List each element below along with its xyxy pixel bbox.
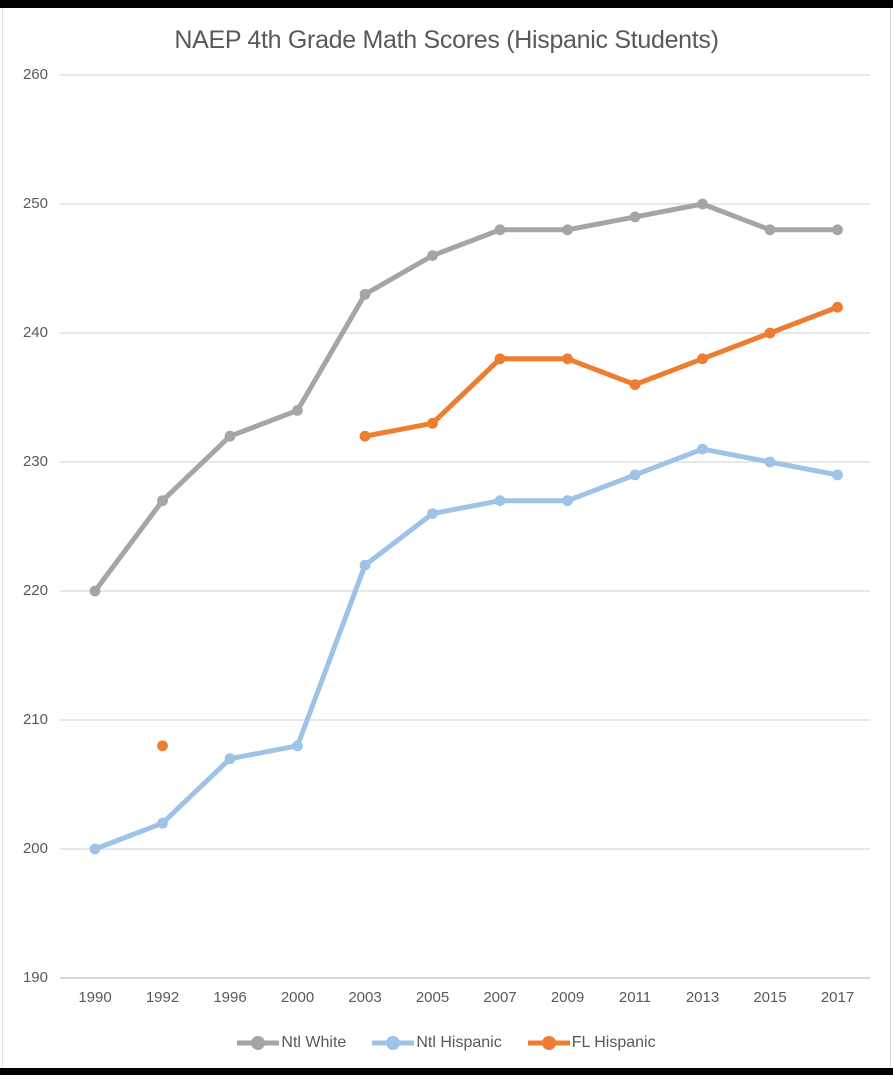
- series-line-fl-hispanic: [362, 304, 840, 439]
- data-point-ntl-hispanic-2000: [292, 740, 303, 752]
- data-point-ntl-hispanic-1996: [224, 753, 236, 765]
- series-line-ntl-white: [92, 201, 840, 594]
- y-tick-label-240: 240: [22, 324, 48, 341]
- data-point-ntl-white-2011: [629, 211, 641, 223]
- data-point-ntl-hispanic-2009: [562, 495, 573, 507]
- data-point-ntl-hispanic-2015: [764, 456, 776, 468]
- legend-item-ntl-white: Ntl White: [237, 1034, 346, 1052]
- chart-legend: Ntl White Ntl Hispanic FL Hispanic: [0, 1030, 893, 1056]
- data-point-ntl-hispanic-2003: [359, 559, 371, 571]
- y-tick-label-200: 200: [22, 840, 48, 857]
- legend-label-ntl-hispanic: Ntl Hispanic: [416, 1034, 502, 1051]
- data-point-fl-hispanic-2005: [427, 417, 438, 429]
- data-point-ntl-white-1992: [157, 495, 168, 507]
- x-tick-label-2013: 2013: [685, 989, 720, 1006]
- chart-title: NAEP 4th Grade Math Scores (Hispanic Stu…: [174, 26, 719, 54]
- series-line-ntl-hispanic: [92, 446, 840, 852]
- data-point-fl-hispanic-2013: [697, 353, 708, 365]
- data-point-ntl-hispanic-2005: [427, 508, 438, 519]
- data-point-ntl-hispanic-2007: [494, 495, 506, 507]
- data-point-fl-hispanic-2009: [562, 353, 573, 365]
- data-point-ntl-white-1990: [89, 585, 101, 597]
- y-tick-label-210: 210: [22, 711, 48, 728]
- data-point-ntl-white-2015: [764, 224, 776, 236]
- data-point-fl-hispanic-2003: [359, 430, 371, 442]
- data-point-ntl-hispanic-2017: [832, 469, 843, 481]
- x-tick-label-1996: 1996: [213, 989, 247, 1006]
- legend-item-ntl-hispanic: Ntl Hispanic: [372, 1034, 502, 1052]
- legend-marker-ntl-hispanic: [372, 1036, 415, 1050]
- data-point-fl-hispanic-2015: [764, 327, 776, 339]
- data-point-fl-hispanic-2007: [494, 353, 506, 365]
- y-tick-label-260: 260: [22, 66, 48, 83]
- legend-label-ntl-white: Ntl White: [281, 1034, 347, 1051]
- screen-top-bar: [0, 0, 893, 8]
- x-tick-label-1990: 1990: [78, 989, 112, 1006]
- x-tick-label-2007: 2007: [483, 989, 517, 1006]
- data-point-ntl-white-1996: [224, 430, 236, 442]
- data-point-fl-hispanic-2017: [832, 301, 843, 313]
- legend-item-fl-hispanic: FL Hispanic: [527, 1034, 656, 1052]
- x-tick-label-2017: 2017: [820, 989, 855, 1006]
- x-tick-label-2005: 2005: [415, 989, 450, 1006]
- screen-bottom-bar: [0, 1068, 893, 1075]
- left-edge-border: [2, 8, 3, 1068]
- y-tick-label-250: 250: [22, 195, 48, 212]
- x-tick-label-2011: 2011: [618, 989, 652, 1006]
- x-tick-label-2000: 2000: [280, 989, 315, 1006]
- y-tick-label-220: 220: [22, 582, 48, 599]
- data-point-ntl-hispanic-2011: [629, 469, 641, 481]
- data-point-ntl-white-2003: [359, 288, 371, 300]
- x-tick-label-2009: 2009: [550, 989, 585, 1006]
- x-tick-label-2003: 2003: [348, 989, 382, 1006]
- data-point-ntl-hispanic-2013: [697, 443, 708, 455]
- data-point-ntl-white-2007: [494, 224, 506, 236]
- data-point-fl-hispanic-2011: [629, 379, 641, 390]
- data-point-fl-hispanic-1992: [157, 740, 168, 752]
- x-tick-label-2015: 2015: [753, 989, 787, 1006]
- legend-label-fl-hispanic: FL Hispanic: [571, 1034, 656, 1051]
- right-edge-border: [890, 8, 891, 1068]
- data-point-ntl-white-2017: [832, 224, 843, 236]
- y-tick-label-230: 230: [22, 453, 48, 470]
- y-tick-label-190: 190: [22, 969, 48, 986]
- data-point-ntl-white-2000: [292, 405, 303, 416]
- legend-marker-fl-hispanic: [527, 1036, 570, 1050]
- x-tick-label-1992: 1992: [145, 989, 180, 1006]
- data-point-ntl-hispanic-1990: [89, 843, 101, 855]
- data-point-ntl-white-2009: [562, 224, 573, 236]
- data-point-ntl-white-2013: [697, 198, 708, 210]
- data-point-ntl-white-2005: [427, 250, 438, 261]
- legend-marker-ntl-white: [237, 1036, 280, 1050]
- data-point-ntl-hispanic-1992: [157, 817, 168, 829]
